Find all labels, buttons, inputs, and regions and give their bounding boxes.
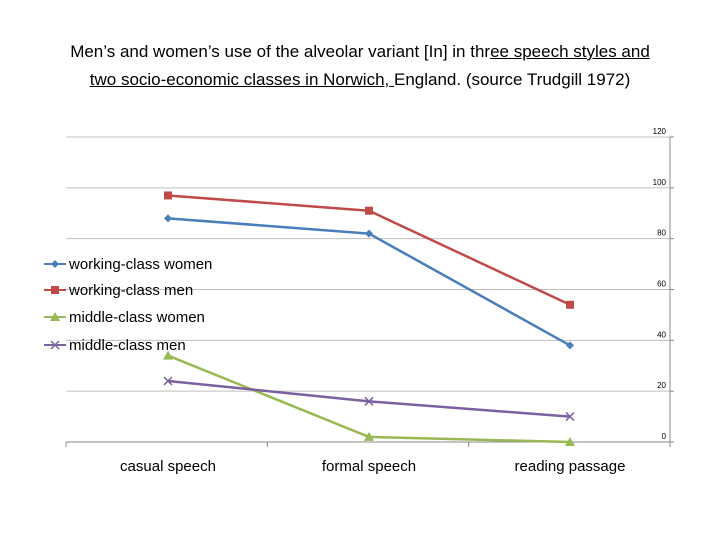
title-line-2-text: England. (source Trudgill 1972)	[393, 70, 631, 89]
x-tick-label-formal-speech: formal speech	[322, 458, 416, 475]
y-tick-label-120: 120	[653, 127, 667, 136]
legend-label-working-class-women: working-class women	[68, 256, 212, 273]
data-point-working-class-men-0	[164, 191, 172, 200]
y-tick-label-20: 20	[657, 381, 666, 390]
y-tick-label-60: 60	[657, 280, 666, 289]
data-point-middle-class-women-0	[163, 350, 173, 360]
title-line-1-underlined: ee speech styles and	[490, 42, 650, 61]
data-point-working-class-men-2	[566, 300, 574, 309]
series-line-middle-class-men	[167, 379, 571, 418]
chart-title: Men’s and women’s use of the alveolar va…	[0, 38, 720, 94]
data-point-working-class-women-0	[164, 214, 172, 223]
data-point-middle-class-men-2	[565, 412, 575, 422]
legend-label-middle-class-men: middle-class men	[69, 337, 186, 354]
data-point-working-class-women-2	[566, 341, 574, 350]
y-tick-label-40: 40	[657, 330, 666, 339]
data-point-middle-class-women-2	[565, 437, 575, 446]
series-line-middle-class-women	[167, 354, 571, 444]
title-line-2: two socio-economic classes in Norwich, E…	[0, 66, 720, 94]
data-point-middle-class-women-1	[364, 431, 374, 441]
y-tick-label-100: 100	[653, 178, 667, 187]
y-tick-label-80: 80	[657, 229, 666, 238]
legend-marker-working-class-men	[51, 286, 59, 294]
x-tick-label-casual-speech: casual speech	[120, 458, 216, 475]
legend-marker-middle-class-men	[50, 340, 60, 350]
legend-label-working-class-men: working-class men	[68, 282, 193, 299]
legend-marker-middle-class-women	[50, 312, 60, 321]
data-point-working-class-women-1	[365, 229, 373, 238]
title-line-1: Men’s and women’s use of the alveolar va…	[0, 38, 720, 66]
legend-marker-working-class-women	[51, 260, 59, 268]
data-point-working-class-men-1	[365, 206, 373, 215]
title-line-1-text: Men’s and women’s use of the alveolar va…	[70, 42, 491, 61]
data-point-middle-class-men-0	[163, 376, 173, 386]
x-tick-label-reading-passage: reading passage	[515, 458, 626, 475]
legend-label-middle-class-women: middle-class women	[69, 309, 205, 326]
title-line-2-underlined: two socio-economic classes in Norwich,	[89, 70, 394, 89]
data-point-middle-class-men-1	[364, 396, 374, 406]
y-tick-label-0: 0	[662, 432, 667, 441]
